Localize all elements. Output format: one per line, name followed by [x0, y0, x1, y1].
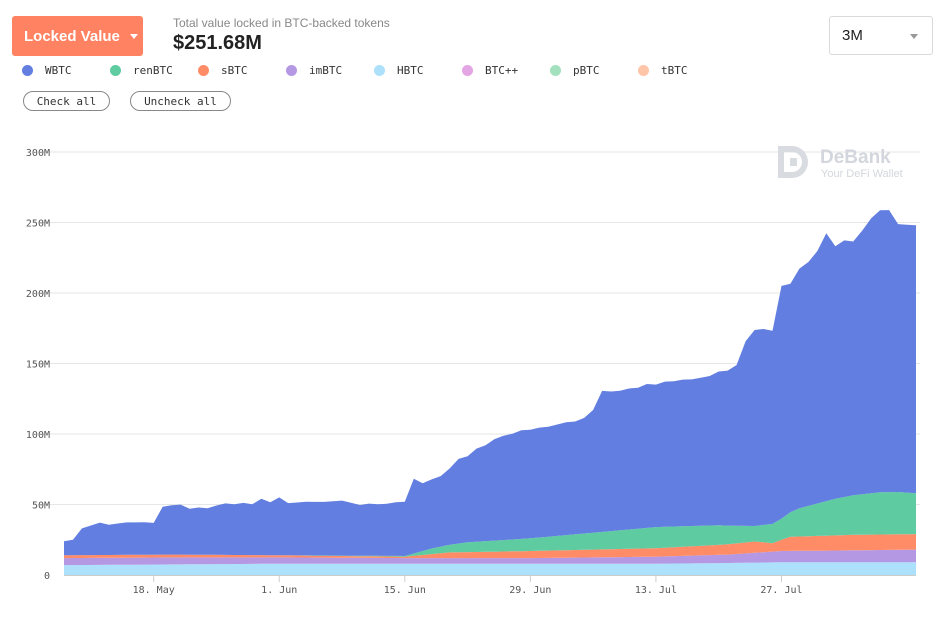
- x-tick-label: 1. Jun: [261, 585, 297, 596]
- legend-item-wbtc[interactable]: WBTC: [22, 64, 72, 77]
- legend-dot-icon: [550, 65, 561, 76]
- watermark: DeBank Your DeFi Wallet: [778, 146, 903, 180]
- uncheck-all-button[interactable]: Uncheck all: [130, 91, 231, 111]
- legend-dot-icon: [374, 65, 385, 76]
- x-tick-label: 13. Jul: [635, 585, 677, 596]
- legend-label: tBTC: [661, 64, 688, 77]
- area-imbtc: [64, 549, 916, 566]
- area-renbtc: [64, 492, 916, 557]
- legend-label: BTC++: [485, 64, 519, 77]
- y-tick-label: 150M: [26, 360, 50, 371]
- legend-dot-icon: [286, 65, 297, 76]
- x-tick-label: 29. Jun: [509, 585, 551, 596]
- legend-item-pbtc[interactable]: pBTC: [550, 64, 600, 77]
- legend-label: HBTC: [397, 64, 424, 77]
- legend-dot-icon: [110, 65, 121, 76]
- legend-item-renbtc[interactable]: renBTC: [110, 64, 173, 77]
- y-tick-label: 300M: [26, 148, 50, 159]
- area-sbtc: [64, 534, 916, 559]
- legend-label: pBTC: [573, 64, 600, 77]
- x-tick-label: 18. May: [133, 585, 175, 596]
- legend-item-btcplusplus[interactable]: BTC++: [462, 64, 518, 77]
- x-tick-label: 27. Jul: [760, 585, 802, 596]
- area-wbtc: [64, 210, 916, 556]
- time-range-value: 3M: [842, 27, 863, 44]
- legend-label: WBTC: [45, 64, 72, 77]
- legend-item-imbtc[interactable]: imBTC: [286, 64, 342, 77]
- debank-logo-icon: [778, 146, 808, 178]
- legend-dot-icon: [198, 65, 209, 76]
- y-tick-label: 0: [44, 571, 50, 582]
- legend-item-tbtc[interactable]: tBTC: [638, 64, 688, 77]
- legend-label: renBTC: [133, 64, 173, 77]
- axes: 0 50M 100M 150M 200M 250M 300M 18. May 1. Jun 15.…: [26, 148, 916, 596]
- time-range-select[interactable]: 3M: [829, 16, 933, 55]
- legend-item-hbtc[interactable]: HBTC: [374, 64, 424, 77]
- total-value: $251.68M: [173, 32, 262, 54]
- legend-dot-icon: [462, 65, 473, 76]
- check-all-button[interactable]: Check all: [23, 91, 110, 111]
- watermark-tagline: Your DeFi Wallet: [821, 168, 903, 180]
- area-series: [64, 210, 916, 575]
- metric-dropdown[interactable]: Locked Value: [12, 16, 143, 56]
- legend-dot-icon: [22, 65, 33, 76]
- y-tick-label: 200M: [26, 289, 50, 300]
- y-tick-label: 100M: [26, 430, 50, 441]
- y-tick-label: 50M: [32, 501, 50, 512]
- metric-dropdown-label: Locked Value: [24, 27, 120, 45]
- y-tick-label: 250M: [26, 219, 50, 230]
- legend-label: imBTC: [309, 64, 343, 77]
- chevron-down-icon: [129, 33, 138, 39]
- chart-subtitle: Total value locked in BTC-backed tokens: [173, 16, 390, 30]
- legend-label: sBTC: [221, 64, 248, 77]
- x-tick-label: 15. Jun: [384, 585, 426, 596]
- legend-dot-icon: [638, 65, 649, 76]
- chevron-down-icon: [910, 34, 918, 39]
- legend-item-sbtc[interactable]: sBTC: [198, 64, 248, 77]
- watermark-name: DeBank: [820, 147, 891, 168]
- area-hbtc: [64, 562, 916, 575]
